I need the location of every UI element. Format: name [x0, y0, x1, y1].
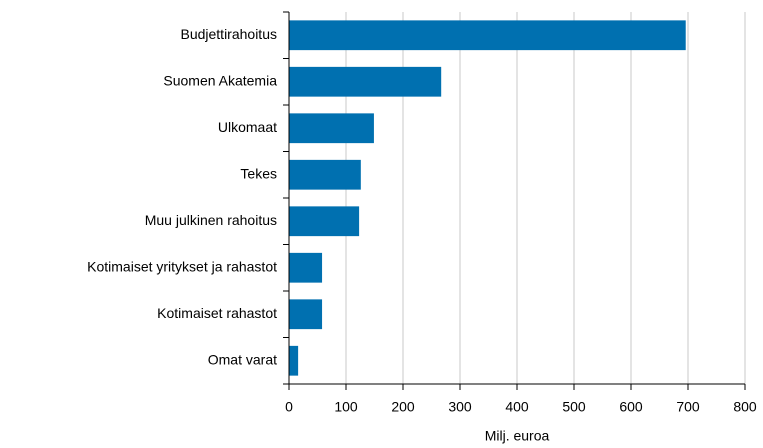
x-tick-label: 400 [505, 399, 529, 415]
y-tick-label: Muu julkinen rahoitus [145, 212, 277, 228]
bar [289, 252, 323, 283]
y-tick-label: Kotimaiset rahastot [157, 305, 277, 321]
bar [289, 299, 323, 330]
x-tick-label: 500 [562, 399, 586, 415]
x-tick-label: 600 [619, 399, 643, 415]
x-tick-label: 200 [391, 399, 415, 415]
x-tick-label: 800 [733, 399, 757, 415]
x-tick-label: 0 [285, 399, 293, 415]
y-tick-label: Budjettirahoitus [180, 26, 277, 42]
bar [289, 20, 686, 51]
x-tick-label: 300 [448, 399, 472, 415]
x-axis-title: Milj. euroa [485, 428, 550, 444]
bar [289, 345, 299, 376]
x-tick-label: 700 [676, 399, 700, 415]
x-tick-label: 100 [334, 399, 358, 415]
bar [289, 159, 361, 190]
y-tick-label: Suomen Akatemia [163, 72, 277, 88]
y-tick-label: Omat varat [208, 351, 277, 367]
y-tick-label: Ulkomaat [218, 119, 277, 135]
bar [289, 66, 442, 97]
bar [289, 113, 374, 144]
y-tick-label: Tekes [240, 165, 277, 181]
y-tick-label: Kotimaiset yritykset ja rahastot [87, 258, 277, 274]
bar [289, 206, 360, 237]
